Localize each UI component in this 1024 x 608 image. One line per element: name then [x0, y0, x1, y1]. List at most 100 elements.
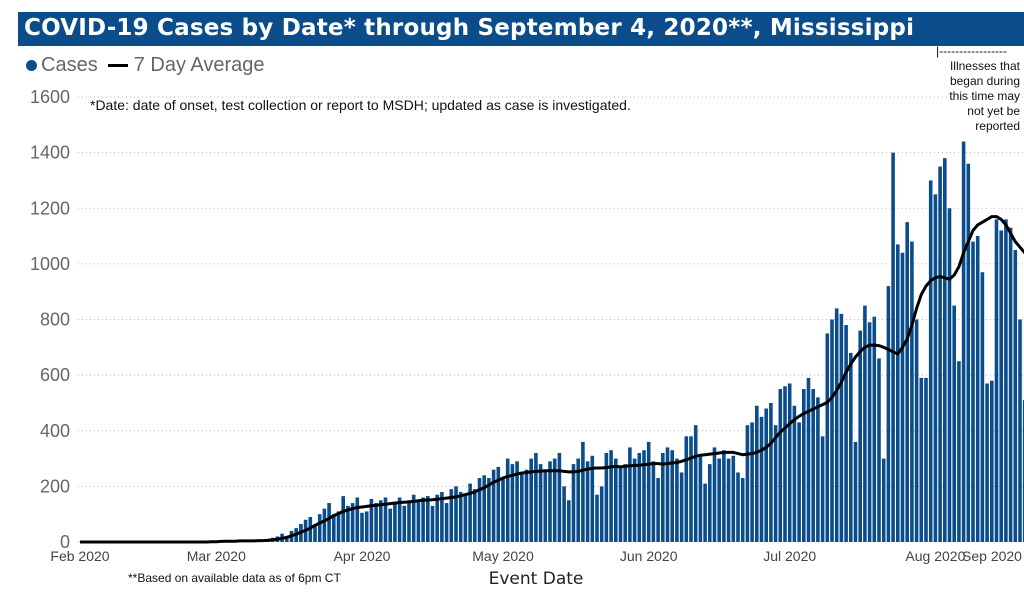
case-bar: [736, 472, 740, 542]
case-bar: [397, 497, 402, 542]
case-bar: [524, 469, 529, 542]
case-bar: [637, 453, 642, 542]
x-tick-label: Feb 2020: [50, 548, 109, 564]
case-bar: [830, 319, 834, 542]
case-bar: [360, 512, 364, 542]
case-bar: [745, 425, 750, 542]
case-bar: [961, 141, 966, 542]
case-bar: [952, 305, 956, 542]
case-bar: [943, 158, 947, 542]
case-bar: [567, 500, 571, 542]
case-bar: [717, 458, 721, 542]
case-bar: [463, 493, 468, 542]
case-bar: [999, 230, 1003, 542]
y-tick-label: 1600: [30, 87, 70, 107]
y-tick-label: 1000: [30, 254, 70, 274]
x-axis-title: Event Date: [489, 569, 584, 589]
case-bar: [632, 458, 637, 542]
shaded-region-note: |----------------- Illnesses that began …: [936, 44, 1020, 134]
case-bar: [393, 501, 397, 542]
case-bar: [651, 461, 656, 542]
case-bar: [346, 505, 350, 542]
case-bar: [773, 425, 778, 542]
case-bar: [778, 389, 783, 542]
case-bar: [411, 494, 416, 542]
case-bar: [341, 496, 345, 542]
case-bar: [487, 478, 491, 542]
case-bar: [900, 252, 905, 542]
x-tick-label: Jul 2020: [763, 548, 816, 564]
case-bar: [722, 450, 726, 542]
case-bar: [369, 498, 374, 542]
case-bar: [656, 478, 660, 542]
case-bar: [1013, 249, 1018, 542]
case-bar: [966, 163, 971, 542]
case-bar: [529, 458, 533, 542]
case-bar: [755, 405, 759, 542]
case-bar: [317, 514, 322, 542]
case-bar: [322, 508, 327, 542]
case-bar: [675, 458, 679, 542]
case-bar: [881, 458, 886, 542]
case-bar: [806, 377, 811, 542]
case-bar: [684, 436, 689, 542]
case-bar: [482, 475, 486, 542]
case-bar: [731, 455, 736, 542]
shaded-note-dashes: |-----------------: [936, 44, 1008, 58]
case-bar: [759, 416, 764, 542]
y-tick-label: 1200: [30, 198, 70, 218]
case-bar: [327, 503, 331, 542]
case-bar: [797, 422, 801, 542]
case-bar: [933, 194, 938, 542]
case-bar: [585, 461, 590, 542]
case-bar: [496, 466, 501, 542]
case-bar: [552, 458, 557, 542]
case-bar: [877, 358, 881, 542]
y-tick-label: 1400: [30, 143, 70, 163]
case-bar: [985, 383, 989, 542]
date-footnote: *Date: date of onset, test collection or…: [90, 97, 631, 113]
case-bar: [407, 500, 411, 542]
case-bar: [449, 489, 454, 542]
case-bar: [618, 466, 623, 542]
case-bar: [764, 408, 768, 542]
case-bar: [1004, 219, 1008, 542]
case-bar: [947, 208, 952, 542]
case-bar: [501, 478, 505, 542]
case-bar: [938, 166, 942, 542]
x-tick-label: Mar 2020: [187, 548, 246, 564]
case-bar: [313, 525, 317, 542]
case-bar: [383, 497, 388, 542]
case-bar: [957, 361, 961, 542]
data-footnote: **Based on available data as of 6pm CT: [128, 571, 341, 585]
case-bar: [614, 458, 618, 542]
case-bar: [863, 305, 867, 542]
legend-average-label: 7 Day Average: [133, 54, 265, 76]
case-bar: [816, 397, 820, 542]
case-bar: [468, 483, 472, 542]
case-bar: [388, 508, 392, 542]
case-bar: [435, 494, 439, 542]
case-bar: [332, 514, 336, 542]
case-bar: [698, 455, 703, 542]
case-bar: [769, 402, 773, 542]
case-bar: [548, 461, 552, 542]
case-bar: [849, 352, 853, 542]
case-bar: [364, 511, 369, 542]
case-bar: [712, 447, 717, 542]
case-bar: [919, 377, 924, 542]
case-bar: [557, 453, 562, 542]
case-bar: [595, 494, 599, 542]
case-bar: [646, 441, 651, 542]
case-bar: [379, 500, 383, 542]
case-bar: [571, 464, 576, 542]
case-bar: [477, 478, 482, 542]
case-bar: [1018, 319, 1022, 542]
case-bar: [802, 389, 806, 542]
y-tick-label: 400: [40, 421, 70, 441]
title-bar: COVID-19 Cases by Date* through Septembe…: [18, 12, 1024, 46]
case-bar: [689, 436, 693, 542]
case-bar: [1022, 400, 1024, 542]
case-bar: [604, 453, 609, 542]
